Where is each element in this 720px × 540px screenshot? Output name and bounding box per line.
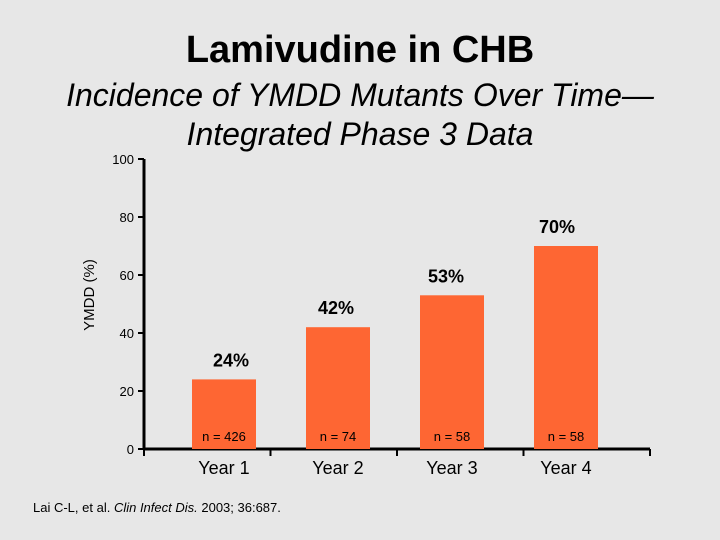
- bar-year-1: [192, 379, 256, 449]
- slide-title: Lamivudine in CHB: [185, 29, 535, 71]
- bar-value-label: 70%: [539, 217, 575, 237]
- source-authors: Lai C-L, et al.: [33, 500, 114, 515]
- bar-n-label: n = 58: [548, 429, 585, 444]
- source-details: 2003; 36:687.: [197, 500, 281, 515]
- bar-n-label: n = 58: [434, 429, 471, 444]
- x-category-label: Year 3: [426, 458, 477, 478]
- bar-value-label: 42%: [318, 298, 354, 318]
- bar-year-4: [534, 246, 598, 449]
- source-journal: Clin Infect Dis.: [113, 500, 198, 515]
- subtitle-line-2: Integrated Phase 3 Data: [186, 116, 534, 152]
- bar-n-label: n = 426: [202, 429, 246, 444]
- bar-value-label: 24%: [213, 350, 249, 370]
- bar-year-3: [420, 295, 484, 449]
- bar-year-2: [306, 327, 370, 449]
- x-category-label: Year 2: [312, 458, 363, 478]
- slide-subtitle: Incidence of YMDD Mutants Over Time— Int…: [0, 76, 720, 154]
- y-tick-label: 80: [120, 210, 134, 225]
- bar-value-label: 53%: [428, 266, 464, 286]
- y-axis-label: YMDD (%): [81, 259, 98, 331]
- y-tick-label: 0: [127, 442, 134, 457]
- bar-n-label: n = 74: [320, 429, 357, 444]
- y-tick-label: 20: [120, 384, 134, 399]
- x-category-label: Year 1: [198, 458, 249, 478]
- source-citation: Lai C-L, et al. Clin Infect Dis. 2003; 3…: [33, 500, 281, 515]
- y-tick-label: 40: [120, 326, 134, 341]
- y-tick-label: 100: [112, 152, 134, 167]
- x-category-label: Year 4: [540, 458, 591, 478]
- subtitle-line-1: Incidence of YMDD Mutants Over Time—: [66, 77, 654, 113]
- y-tick-label: 60: [120, 268, 134, 283]
